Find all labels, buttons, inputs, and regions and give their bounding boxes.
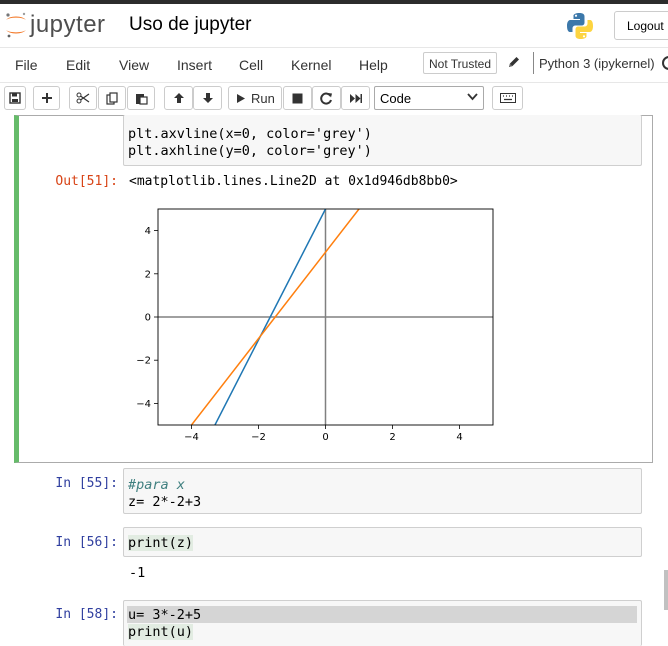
x-tick-label: 2 [389, 432, 395, 443]
code-line: u= 3*-2+5 [128, 607, 202, 623]
menu-view[interactable]: View [119, 57, 150, 73]
kernel-name[interactable]: Python 3 (ipykernel) [539, 56, 655, 71]
paste-button[interactable] [127, 86, 155, 110]
top-strip [0, 0, 668, 4]
refresh-icon [320, 92, 332, 104]
code-input-55[interactable]: #para x z= 2*-2+3 [123, 468, 642, 514]
code-line: print(z) [128, 535, 194, 551]
paste-icon [135, 93, 148, 105]
input-prompt: In [55]: [55, 476, 118, 491]
code-input-56[interactable]: print(z) [123, 527, 642, 557]
code-line: plt.axvline(x=0, color='grey') [128, 126, 372, 142]
code-line: print(u) [128, 624, 194, 640]
menu-edit[interactable]: Edit [66, 57, 91, 73]
y-tick-label: 4 [145, 226, 151, 237]
copy-icon [105, 91, 118, 105]
keyboard-icon [499, 93, 516, 103]
toolbar [0, 82, 668, 115]
run-label: Run [251, 90, 275, 106]
python-logo-icon [567, 13, 593, 39]
logout-button[interactable]: Logout [614, 11, 668, 40]
output-text: <matplotlib.lines.Line2D at 0x1d946db8bb… [129, 174, 458, 189]
line-highlight [127, 606, 637, 623]
y-tick-label: −4 [136, 399, 151, 410]
run-button[interactable]: Run [228, 86, 282, 110]
code-text: plt.axvline(x=0, color='grey') [128, 126, 372, 142]
scrollbar-thumb[interactable] [664, 570, 668, 610]
interrupt-button[interactable] [283, 86, 312, 110]
x-tick-label: −2 [251, 432, 266, 443]
code-input-51[interactable]: plt.axvline(x=0, color='grey') plt.axhli… [123, 115, 642, 166]
menubar: File Edit View Insert Cell Kernel Help [0, 47, 668, 80]
code-text: plt.axhline(y=0, color='grey') [128, 143, 372, 159]
header: jupyter Uso de jupyter Logout [0, 4, 668, 44]
kernel-separator [533, 52, 534, 74]
cell-type-select[interactable]: Code [374, 86, 484, 110]
move-down-button[interactable] [193, 86, 222, 110]
insert-cell-button[interactable] [33, 86, 60, 110]
stdout-text: -1 [129, 565, 146, 581]
y-tick-label: 0 [145, 313, 151, 324]
plus-icon [41, 93, 52, 103]
move-up-button[interactable] [164, 86, 193, 110]
series-line-0 [214, 209, 327, 425]
restart-button[interactable] [312, 86, 341, 110]
save-button[interactable] [4, 86, 26, 110]
menu-help[interactable]: Help [359, 57, 388, 73]
input-prompt: In [58]: [55, 607, 118, 622]
series-line-1 [190, 209, 360, 425]
y-tick-label: −2 [136, 356, 151, 367]
menu-kernel[interactable]: Kernel [291, 57, 332, 73]
code-line: z= 2*-2+3 [128, 494, 202, 510]
not-trusted-button[interactable]: Not Trusted [423, 52, 498, 74]
kernel-status-icon [662, 56, 668, 70]
pencil-icon[interactable] [507, 55, 521, 69]
arrow-down-icon [202, 93, 213, 103]
jupyter-logo-text[interactable]: jupyter [30, 11, 106, 38]
input-prompt: In [56]: [55, 535, 118, 550]
menu-file[interactable]: File [15, 57, 38, 73]
x-tick-label: 4 [456, 432, 462, 443]
chevron-down-icon[interactable] [467, 93, 478, 101]
command-palette-button[interactable] [492, 86, 523, 110]
arrow-up-icon [173, 93, 184, 103]
jupyter-logo-icon[interactable] [4, 11, 28, 39]
copy-button[interactable] [98, 86, 126, 110]
code-input-58[interactable]: u= 3*-2+5 print(u) [123, 600, 642, 646]
scissors-icon [76, 92, 90, 104]
code-line: plt.axhline(y=0, color='grey') [128, 143, 372, 159]
output-prompt: Out[51]: [55, 174, 118, 189]
stop-icon [292, 93, 303, 103]
x-tick-label: −4 [184, 432, 199, 443]
fast-forward-icon [350, 93, 362, 103]
y-tick-label: 2 [145, 269, 151, 280]
code-comment: #para x [128, 477, 185, 493]
notebook-title[interactable]: Uso de jupyter [129, 14, 252, 35]
cut-button[interactable] [69, 86, 97, 110]
play-icon [237, 93, 245, 103]
line-chart: −4 −2 0 2 4 −4 −2 0 2 4 [136, 208, 494, 443]
notebook-container: plt.axvline(x=0, color='grey') plt.axhli… [0, 115, 668, 646]
floppy-icon [9, 92, 21, 104]
menu-cell[interactable]: Cell [239, 57, 264, 73]
menu-insert[interactable]: Insert [177, 57, 213, 73]
restart-run-all-button[interactable] [341, 86, 370, 110]
x-tick-label: 0 [322, 432, 328, 443]
